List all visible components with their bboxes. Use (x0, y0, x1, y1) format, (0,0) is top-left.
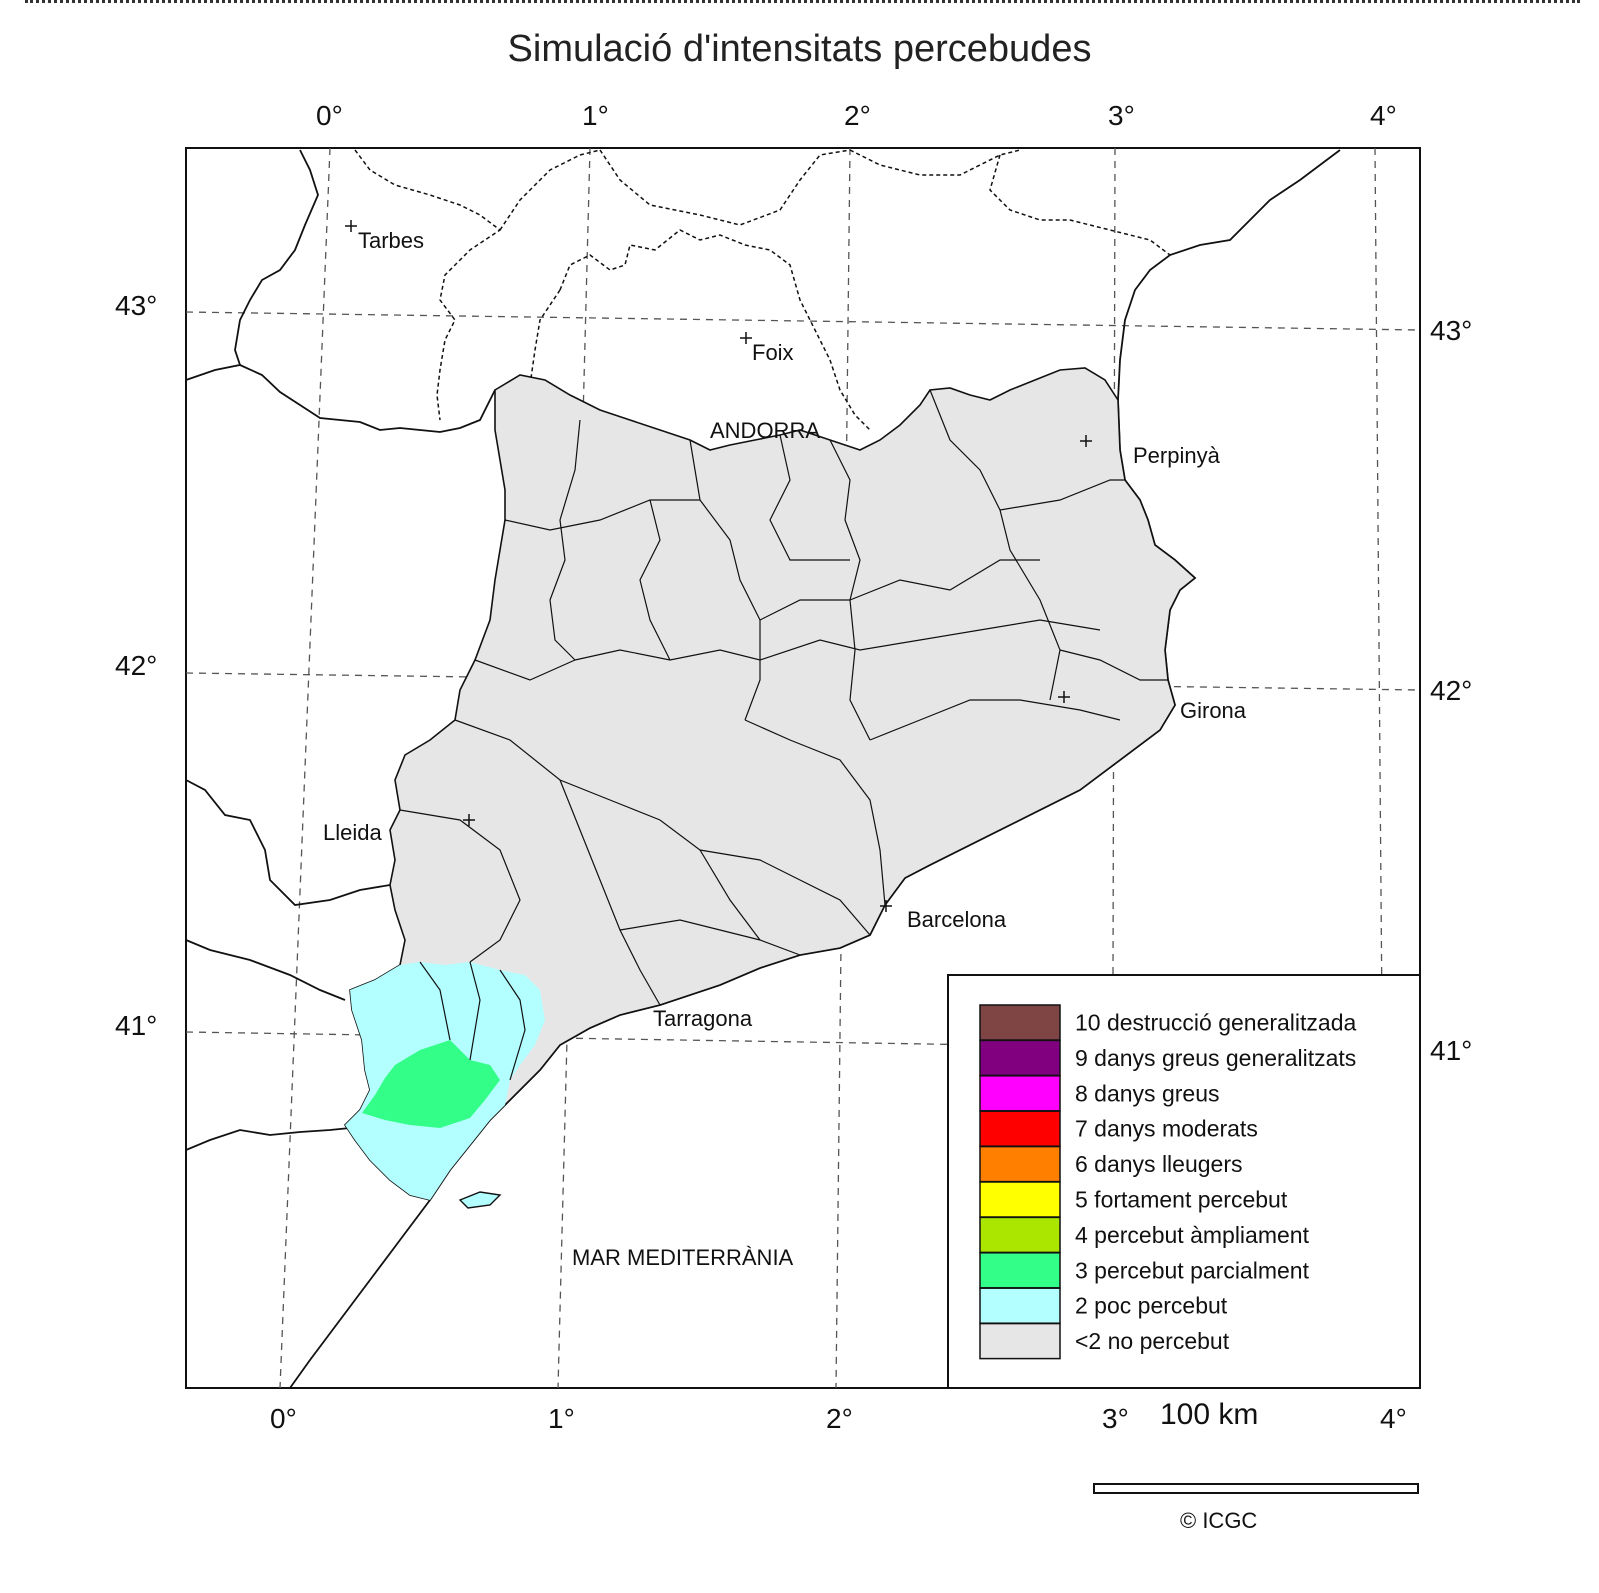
tarbes-marker (345, 220, 357, 232)
legend-swatch (979, 1004, 1061, 1041)
lon-tick-bottom-3: 3° (1102, 1403, 1129, 1434)
label-perpinya: Perpinyà (1133, 443, 1221, 468)
legend-label: 9 danys greus generalitzats (1075, 1045, 1356, 1071)
legend-swatch (979, 1322, 1061, 1360)
department-borders (354, 149, 1171, 431)
legend-swatch (979, 1075, 1061, 1112)
barcelona-marker (880, 900, 892, 912)
scale-label: 100 km (1160, 1398, 1259, 1431)
lleida-marker (463, 814, 475, 826)
lon-tick-top-1: 1° (582, 100, 609, 131)
legend-label: 2 poc percebut (1075, 1293, 1228, 1319)
lon-tick-top-4: 4° (1370, 100, 1397, 131)
legend-swatch (979, 1145, 1061, 1183)
legend-label: 3 percebut parcialment (1075, 1257, 1310, 1283)
perpinya-marker (1080, 435, 1092, 447)
delta-island (458, 1191, 502, 1209)
lat-tick-left-41: 41° (115, 1010, 157, 1041)
intensity-3-zone (362, 1040, 500, 1128)
comarca-borders (399, 389, 1168, 1081)
legend-swatch (979, 1039, 1061, 1077)
lat-tick-right-43: 43° (1430, 315, 1472, 346)
credit-text: © ICGC (1180, 1508, 1258, 1533)
lon-tick-bottom-1: 1° (548, 1403, 575, 1434)
lat-tick-left-43: 43° (115, 290, 157, 321)
legend-label: 10 destrucció generalitzada (1075, 1010, 1356, 1036)
legend-swatch (979, 1216, 1061, 1254)
legend-label: 7 danys moderats (1075, 1116, 1258, 1142)
label-tarbes: Tarbes (358, 228, 424, 253)
girona-marker (1058, 691, 1070, 703)
legend: 10 destrucció generalitzada 9 danys greus… (979, 1004, 1356, 1360)
lon-tick-bottom-4: 4° (1380, 1403, 1407, 1434)
legend-label: 6 danys lleugers (1075, 1151, 1243, 1177)
lon-tick-bottom-0: 0° (270, 1403, 297, 1434)
lat-tick-right-41: 41° (1430, 1035, 1472, 1066)
foix-marker (740, 332, 752, 344)
legend-label: <2 no percebut (1075, 1328, 1230, 1354)
label-girona: Girona (1180, 698, 1247, 723)
legend-label: 4 percebut àmpliament (1075, 1222, 1310, 1248)
lon-tick-top-3: 3° (1108, 100, 1135, 131)
lon-tick-top-2: 2° (844, 100, 871, 131)
top-dotted-rule (25, 0, 1580, 3)
legend-swatch (979, 1110, 1061, 1147)
label-andorra: ANDORRA (710, 418, 820, 443)
lat-tick-left-42: 42° (115, 650, 157, 681)
legend-label: 5 fortament percebut (1075, 1187, 1288, 1213)
label-lleida: Lleida (323, 820, 382, 845)
lon-tick-top-0: 0° (316, 100, 343, 131)
legend-swatch (979, 1287, 1061, 1324)
legend-swatch (979, 1181, 1061, 1218)
lat-tick-right-42: 42° (1430, 675, 1472, 706)
lon-tick-bottom-2: 2° (826, 1403, 853, 1434)
label-tarragona: Tarragona (653, 1006, 753, 1031)
label-sea: MAR MEDITERRÀNIA (572, 1245, 794, 1270)
legend-label: 8 danys greus (1075, 1080, 1219, 1106)
scale-bar (1093, 1483, 1419, 1494)
city-markers (345, 220, 1092, 912)
map-title: Simulació d'intensitats percebudes (507, 28, 1092, 70)
legend-swatch (979, 1252, 1061, 1289)
label-barcelona: Barcelona (907, 907, 1007, 932)
label-foix: Foix (752, 340, 794, 365)
